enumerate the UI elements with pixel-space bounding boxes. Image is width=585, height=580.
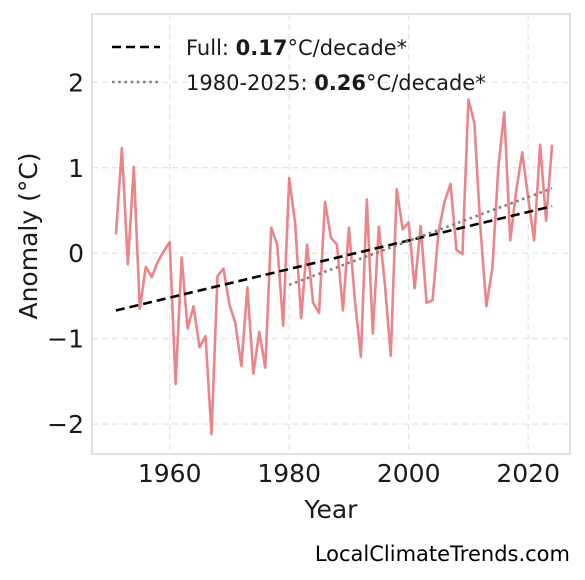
- y-axis-title: Anomaly (°C): [14, 152, 43, 319]
- legend-full-unit: °C/decade*: [288, 36, 408, 60]
- anomaly-series-line: [114, 98, 554, 436]
- x-tick-label: 2000: [377, 459, 441, 488]
- watermark-text: LocalClimateTrends.com: [315, 542, 570, 566]
- legend-full-prefix: Full:: [186, 36, 236, 60]
- y-tick-labels: −2 −1 0 1 2: [47, 68, 84, 439]
- legend: Full: 0.17°C/decade* 1980-2025: 0.26°C/d…: [112, 36, 486, 95]
- legend-1980-value: 0.26: [314, 71, 366, 95]
- x-tick-label: 2020: [496, 459, 560, 488]
- legend-label-1980: 1980-2025: 0.26°C/decade*: [186, 71, 486, 95]
- y-tick-label: 2: [68, 68, 84, 97]
- y-tick-label: −1: [47, 325, 84, 354]
- legend-1980-prefix: 1980-2025:: [186, 71, 314, 95]
- x-tick-label: 1960: [138, 459, 202, 488]
- x-tick-label: 1980: [257, 459, 321, 488]
- legend-label-full: Full: 0.17°C/decade*: [186, 36, 407, 60]
- legend-1980-unit: °C/decade*: [366, 71, 486, 95]
- y-tick-label: 0: [68, 239, 84, 268]
- full-trend-line: [115, 204, 553, 312]
- x-tick-labels: 1960 1980 2000 2020: [138, 459, 560, 488]
- x-axis-title: Year: [304, 495, 359, 524]
- legend-full-value: 0.17: [236, 36, 288, 60]
- y-tick-label: 1: [68, 154, 84, 183]
- series-layer: [114, 98, 554, 436]
- y-tick-label: −2: [47, 410, 84, 439]
